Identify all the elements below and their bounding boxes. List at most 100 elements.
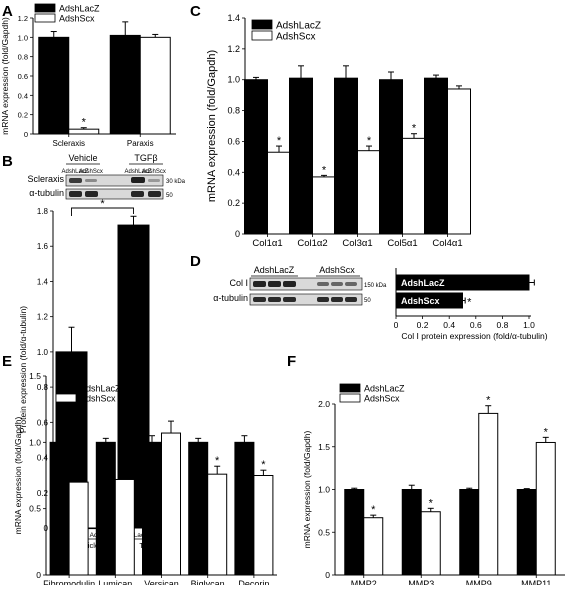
y-tick-label: 0.4 xyxy=(227,167,240,177)
y-tick-label: 1.2 xyxy=(37,313,49,322)
bar-adshscx-4 xyxy=(253,475,274,576)
western-blot-b: Vehicle TGFβ AdshLacZ AdshScx AdshLacZ A… xyxy=(27,153,186,200)
legend-swatch-adshscx xyxy=(251,30,273,41)
bar-adshscx-0 xyxy=(68,128,100,135)
x-tick-label: 0.4 xyxy=(443,320,455,330)
blot-d-group-lacz: AdshLacZ xyxy=(254,265,295,275)
x-tick-label: Biglycan xyxy=(191,579,225,585)
x-tick-label: Col5α1 xyxy=(387,238,417,249)
legend-label-adshscx: AdshScx xyxy=(59,14,95,24)
bar-adshlacz-0 xyxy=(344,489,365,576)
legend-label-adshlacz: AdshLacZ xyxy=(364,384,405,394)
bar-adshlacz-1 xyxy=(95,441,116,576)
blot-b-lane-2: AdshScx xyxy=(79,169,103,175)
y-tick-label: 1.0 xyxy=(37,348,49,357)
bar-adshscx-2 xyxy=(478,412,499,576)
x-tick-label: 0.6 xyxy=(470,320,482,330)
y-axis-label: mRNA expression (fold/Gapdh) xyxy=(206,50,218,202)
western-blot-d: AdshLacZ AdshScx Col I α-tubulin 150 kDa… xyxy=(213,265,387,306)
blot-b-band xyxy=(148,179,160,182)
blot-d-band xyxy=(283,297,296,302)
blot-b-size-30: 30 kDa xyxy=(166,179,186,185)
y-tick-label: 0.4 xyxy=(18,91,28,100)
chart-a: 0 0.2 0.4 0.6 0.8 1.0 1.2 * Scleraxis Paraxis mRNA… xyxy=(0,3,176,148)
blot-b-band xyxy=(148,191,161,197)
legend-label-adshlacz: AdshLacZ xyxy=(59,4,100,14)
y-tick-label: 0.2 xyxy=(227,198,240,208)
blot-d-size-150: 150 kDa xyxy=(364,283,387,289)
blot-b-band xyxy=(69,191,82,197)
y-tick-label: 1.6 xyxy=(37,242,49,251)
significance-star: * xyxy=(277,135,282,147)
x-tick-label: Paraxis xyxy=(127,139,154,148)
blot-d-band xyxy=(253,281,266,287)
significance-star: * xyxy=(100,198,105,210)
legend-label-adshscx: AdshScx xyxy=(364,394,400,404)
blot-b-lane-1: AdshLacZ xyxy=(61,169,88,175)
y-tick-label: 0 xyxy=(36,570,41,580)
y-tick-label: 0.2 xyxy=(37,489,49,498)
bar-adshlacz-2 xyxy=(142,441,162,576)
blot-d-band xyxy=(345,282,357,286)
blot-b-tubulin-strip xyxy=(65,188,164,200)
y-tick-label: 0.8 xyxy=(227,106,240,116)
blot-b-size-50: 50 xyxy=(166,193,173,199)
blot-d-band xyxy=(268,281,281,287)
x-tick-label: Scleraxis xyxy=(53,139,85,148)
x-tick-label: 0.2 xyxy=(417,320,429,330)
bar-adshlacz-1 xyxy=(109,34,141,135)
blot-b-lane-3: AdshLacZ xyxy=(124,169,151,175)
x-tick-label: MMP9 xyxy=(466,579,492,585)
bar-label-adshscx: AdshScx xyxy=(401,296,440,306)
chart-f: 0 0.5 1.0 1.5 2.0 * MMP2 * MMP3 * MMP9 * MMP11 mRNA e… xyxy=(302,384,565,589)
legend-swatch-adshscx xyxy=(339,393,361,403)
significance-star: * xyxy=(367,135,372,147)
blot-d-band xyxy=(283,281,296,287)
y-tick-label: 2.0 xyxy=(318,399,330,409)
panel-label-e: E xyxy=(2,353,12,370)
panel-label-a: A xyxy=(2,3,13,20)
blot-d-tubulin-strip xyxy=(249,293,363,306)
blot-d-band xyxy=(331,297,343,302)
y-tick-label: 0.6 xyxy=(37,418,49,427)
blot-b-scleraxis-strip xyxy=(65,174,164,187)
y-tick-label: 0.4 xyxy=(37,454,49,463)
bar-adshlacz-3 xyxy=(188,441,209,576)
significance-star: * xyxy=(429,497,434,509)
bar-adshscx-1 xyxy=(114,478,135,576)
significance-star: * xyxy=(544,426,549,438)
x-tick-label: Lumican xyxy=(98,579,132,585)
legend-swatch-adshlacz xyxy=(251,19,273,30)
bar-adshscx-1 xyxy=(420,511,441,576)
bar-adshscx-0 xyxy=(267,151,291,235)
bar-label-adshlacz: AdshLacZ xyxy=(401,278,445,288)
y-axis-label: mRNA expression (fold/Gapdh) xyxy=(302,431,312,549)
y-tick-label: 1.4 xyxy=(227,13,240,23)
bar-adshscx-2 xyxy=(357,150,381,235)
x-tick-label: 1.0 xyxy=(523,320,535,330)
panel-label-b: B xyxy=(2,153,13,170)
x-tick-label: Col3α1 xyxy=(342,238,372,249)
significance-star: * xyxy=(371,504,376,516)
bar-adshlacz-1 xyxy=(401,489,422,576)
y-tick-label: 0.5 xyxy=(318,527,330,537)
panel-label-c: C xyxy=(190,3,201,20)
blot-d-band xyxy=(317,282,329,286)
legend-swatch-adshscx xyxy=(55,393,77,403)
bar-adshscx-3 xyxy=(402,137,426,235)
significance-star: * xyxy=(82,117,87,129)
bar-adshscx-1 xyxy=(139,36,171,135)
x-tick-label: MMP2 xyxy=(351,579,377,585)
x-tick-label: 0 xyxy=(394,320,399,330)
y-tick-label: 0.2 xyxy=(18,111,28,120)
blot-b-group-tgfb: TGFβ xyxy=(134,153,157,163)
y-axis-label: mRNA expression (fold/Gapdh) xyxy=(13,417,23,535)
y-tick-label: 0 xyxy=(325,570,330,580)
y-tick-label: 1.0 xyxy=(318,485,330,495)
y-tick-label: 1.0 xyxy=(18,33,28,42)
blot-d-size-50: 50 xyxy=(364,298,371,304)
x-tick-label: Col4α1 xyxy=(432,238,462,249)
legend-swatch-adshlacz xyxy=(34,3,56,13)
